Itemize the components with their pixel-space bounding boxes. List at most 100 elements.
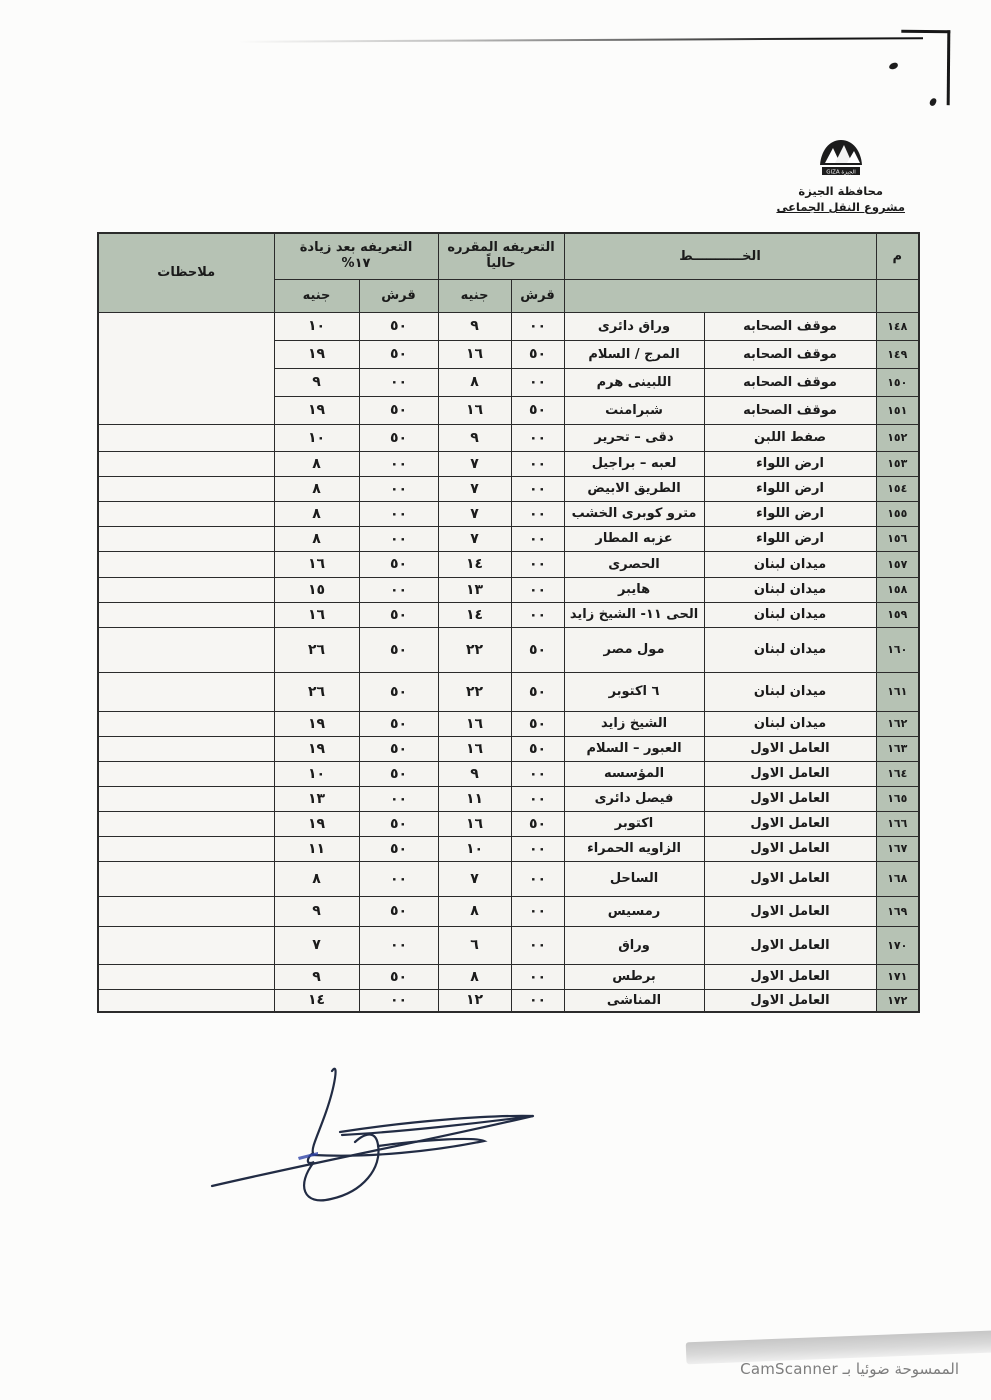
increased-qirsh-cell: ٠٠ xyxy=(358,860,439,897)
ink-speck xyxy=(888,61,899,71)
increased-qirsh-cell: ٥٠ xyxy=(358,760,439,787)
row-number-cell: ١٦٨ xyxy=(875,860,920,897)
increased-genih-cell: ١٩ xyxy=(273,710,360,737)
line-terminal-cell: ميدان لبنان xyxy=(703,671,877,712)
increased-qirsh-cell: ٠٠ xyxy=(358,988,439,1013)
current-qirsh-cell: ٥٠ xyxy=(510,810,565,837)
line-terminal-cell: العامل الاول xyxy=(703,988,877,1013)
line-terminal-cell: موقف الصحابه xyxy=(703,395,877,425)
current-genih-cell: ٨ xyxy=(437,367,512,397)
table-row: ١٦٥ العامل الاول فيصل دائرى ٠٠ ١١ ٠٠ ١٣ xyxy=(97,785,920,812)
increased-qirsh-cell: ٠٠ xyxy=(358,475,439,502)
increased-qirsh-cell: ٥٠ xyxy=(358,810,439,837)
row-number-cell: ١٥٩ xyxy=(875,601,920,628)
current-qirsh-cell: ٥٠ xyxy=(510,671,565,712)
row-number-cell: ١٤٨ xyxy=(875,311,920,341)
table-row: ١٦٣ العامل الاول العبور – السلام ٥٠ ١٦ ٥… xyxy=(97,735,920,762)
line-destination-cell: مول مصر xyxy=(563,626,705,673)
increased-genih-cell: ٨ xyxy=(273,450,360,477)
current-genih-cell: ٨ xyxy=(437,895,512,927)
notes-cell xyxy=(97,760,275,787)
current-genih-cell: ١٣ xyxy=(437,576,512,603)
current-qirsh-cell: ٠٠ xyxy=(510,860,565,897)
current-qirsh-cell: ٠٠ xyxy=(510,785,565,812)
row-number-cell: ١٥٧ xyxy=(875,550,920,578)
current-genih-cell: ١٤ xyxy=(437,601,512,628)
row-number-cell: ١٥٣ xyxy=(875,450,920,477)
line-destination-cell: وراق xyxy=(563,925,705,965)
row-number-cell: ١٥٤ xyxy=(875,475,920,502)
increased-genih-cell: ٩ xyxy=(273,895,360,927)
line-terminal-cell: ميدان لبنان xyxy=(703,710,877,737)
current-genih-cell: ٧ xyxy=(437,500,512,527)
current-qirsh-cell: ٠٠ xyxy=(510,550,565,578)
notes-cell xyxy=(97,860,275,897)
table-row: ١٧١ العامل الاول برطس ٠٠ ٨ ٥٠ ٩ xyxy=(97,963,920,990)
row-number-cell: ١٤٩ xyxy=(875,339,920,369)
line-terminal-cell: العامل الاول xyxy=(703,895,877,927)
table-row: ١٥١ موقف الصحابه شبرامنت ٥٠ ١٦ ٥٠ ١٩ xyxy=(98,395,920,425)
current-genih-cell: ٢٢ xyxy=(437,671,512,712)
current-genih-cell: ١٦ xyxy=(437,395,512,425)
letterhead: الجيزة GIZA محافظة الجيزة مشروع النقل ال… xyxy=(776,138,905,214)
line-terminal-cell: العامل الاول xyxy=(703,860,877,897)
increased-genih-cell: ١٤ xyxy=(273,988,360,1013)
current-qirsh-cell: ٠٠ xyxy=(510,450,565,477)
line-terminal-cell: العامل الاول xyxy=(703,810,877,837)
table-row: ١٥٤ ارض اللواء الطريق الابيض ٠٠ ٧ ٠٠ ٨ xyxy=(97,475,920,502)
qirsh-increased-header: قرش xyxy=(358,278,439,313)
line-header: الخـــــــــــط xyxy=(563,232,877,280)
current-qirsh-cell: ٠٠ xyxy=(510,963,565,990)
line-terminal-cell: ميدان لبنان xyxy=(703,550,877,578)
row-number-cell: ١٦١ xyxy=(875,671,920,712)
current-tariff-header: التعريفه المقرره حالياً xyxy=(437,232,565,280)
notes-cell xyxy=(97,671,275,712)
current-qirsh-cell: ٠٠ xyxy=(510,525,565,552)
notes-cell xyxy=(97,963,275,990)
increased-genih-cell: ١٩ xyxy=(273,735,360,762)
current-genih-cell: ٢٢ xyxy=(437,626,512,673)
handwritten-signature xyxy=(210,1067,535,1202)
row-number-cell: ١٥٨ xyxy=(875,576,920,603)
current-qirsh-cell: ٥٠ xyxy=(510,735,565,762)
line-terminal-cell: صفط اللبن xyxy=(703,423,877,452)
current-genih-cell: ١٦ xyxy=(437,339,512,369)
line-destination-cell: اكتوبر xyxy=(563,810,705,837)
increased-qirsh-cell: ٥٠ xyxy=(358,835,439,862)
increased-genih-cell: ٧ xyxy=(273,925,360,965)
table-row: ١٥٥ ارض اللواء مترو كوبرى الخشب ٠٠ ٧ ٠٠ … xyxy=(97,500,920,527)
qirsh-current-header: قرش xyxy=(510,278,565,313)
table-row: ١٥٩ ميدان لبنان الحى ١١- الشيخ زايد ٠٠ ١… xyxy=(97,601,920,628)
table-row: ١٦٧ العامل الاول الزاويه الحمراء ٠٠ ١٠ ٥… xyxy=(97,835,920,862)
notes-cell xyxy=(97,550,275,578)
current-qirsh-cell: ٥٠ xyxy=(510,339,565,369)
row-number-cell: ١٦٩ xyxy=(875,895,920,927)
fare-table-body: ١٤٨ موقف الصحابه وراق دائرى ٠٠ ٩ ٥٠ ١٠ ١… xyxy=(97,311,920,1013)
svg-text:الجيزة GIZA: الجيزة GIZA xyxy=(826,170,856,176)
line-destination-cell: فيصل دائرى xyxy=(563,785,705,812)
notes-cell xyxy=(97,785,275,812)
fare-table: م الخـــــــــــط التعريفه المقرره حاليا… xyxy=(97,232,921,1013)
current-genih-cell: ٧ xyxy=(437,475,512,502)
current-qirsh-cell: ٠٠ xyxy=(510,576,565,603)
notes-cell xyxy=(97,311,275,425)
table-row: ١٤٨ موقف الصحابه وراق دائرى ٠٠ ٩ ٥٠ ١٠ xyxy=(97,311,920,425)
current-genih-cell: ١١ xyxy=(437,785,512,812)
current-qirsh-cell: ٠٠ xyxy=(510,760,565,787)
current-genih-cell: ١٤ xyxy=(437,550,512,578)
table-row: ١٥٢ صفط اللبن دقى – تحرير ٠٠ ٩ ٥٠ ١٠ xyxy=(97,423,920,452)
current-genih-cell: ٩ xyxy=(437,311,512,341)
increased-qirsh-cell: ٠٠ xyxy=(358,576,439,603)
line-subheader-empty xyxy=(563,278,877,313)
row-number-cell: ١٥٠ xyxy=(875,367,920,397)
row-number-cell: ١٦٣ xyxy=(875,735,920,762)
increased-qirsh-cell: ٥٠ xyxy=(358,550,439,578)
current-genih-cell: ٧ xyxy=(437,860,512,897)
current-qirsh-cell: ٠٠ xyxy=(510,423,565,452)
ink-speck xyxy=(928,97,938,107)
increased-genih-cell: ١٩ xyxy=(273,810,360,837)
serial-header: م xyxy=(875,232,920,280)
line-destination-cell: اللبينى هرم xyxy=(563,367,705,397)
line-destination-cell: ٦ اكتوبر xyxy=(563,671,705,712)
current-qirsh-cell: ٠٠ xyxy=(510,988,565,1013)
